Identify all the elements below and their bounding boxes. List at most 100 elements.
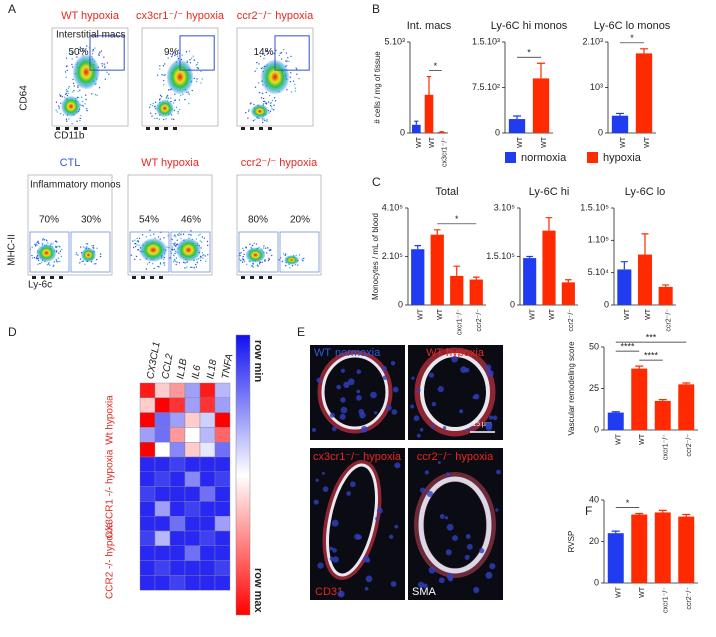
event-dot <box>207 253 209 256</box>
event-dot <box>185 51 188 53</box>
nucleus <box>373 411 378 415</box>
event-dot <box>175 106 178 109</box>
event-dot <box>174 99 176 102</box>
nucleus <box>489 563 496 570</box>
nucleus <box>321 471 325 475</box>
event-dot <box>196 63 198 66</box>
nucleus <box>388 534 394 540</box>
error-bar <box>565 279 572 283</box>
heatmap-cell <box>154 545 171 561</box>
event-dot <box>106 71 108 74</box>
event-dot <box>184 262 186 264</box>
event-dot <box>164 63 166 65</box>
bar <box>617 269 632 305</box>
event-dot <box>172 249 174 251</box>
nucleus <box>459 409 464 414</box>
event-dot <box>177 234 179 236</box>
density-core <box>155 99 174 118</box>
heatmap-cell <box>184 545 201 561</box>
vessel-wall <box>317 350 393 434</box>
event-dot <box>154 101 157 104</box>
event-dot <box>180 237 182 240</box>
event-dot <box>65 65 68 68</box>
column-label: IL18 <box>205 358 219 380</box>
event-dot <box>274 100 277 102</box>
event-dot <box>289 76 291 78</box>
nucleus <box>446 472 450 477</box>
event-dot <box>86 107 88 110</box>
row-group-label: Wt hypoxia <box>105 395 116 445</box>
event-dot <box>92 48 95 51</box>
bar <box>654 512 671 583</box>
event-dot <box>82 246 85 248</box>
event-dot <box>67 90 69 93</box>
nucleus <box>416 388 421 393</box>
axis-tick-block <box>141 276 145 279</box>
event-dot <box>265 103 268 105</box>
event-dot <box>163 264 166 266</box>
event-dot <box>278 259 280 261</box>
event-dot <box>163 118 165 121</box>
heatmap-cell <box>184 427 201 443</box>
event-dot <box>134 245 137 248</box>
event-dot <box>91 245 93 247</box>
event-dot <box>86 243 89 245</box>
event-dot <box>301 258 303 260</box>
event-dot <box>91 93 93 95</box>
event-dot <box>196 78 198 80</box>
scale-label: row min <box>252 340 264 382</box>
x-tick-label: ccr2⁻/⁻ <box>686 587 693 610</box>
error-bar <box>635 512 644 515</box>
event-dot <box>85 45 88 47</box>
event-dot <box>81 104 83 106</box>
error-bar <box>615 112 625 116</box>
nucleus <box>343 381 350 388</box>
gate <box>274 35 310 71</box>
event-dot <box>245 263 248 266</box>
event-dot <box>80 96 83 98</box>
axis-tick-block <box>41 276 45 279</box>
event-dot <box>149 234 152 237</box>
event-dot <box>59 250 62 253</box>
heatmap-cell <box>154 456 171 473</box>
event-dot <box>139 258 141 261</box>
event-dot <box>76 120 78 122</box>
event-dot <box>58 252 60 254</box>
nucleus <box>431 401 437 407</box>
event-dot <box>182 261 185 263</box>
event-dot <box>175 257 178 259</box>
event-dot <box>76 56 78 58</box>
event-dot <box>201 241 203 243</box>
nucleus <box>331 426 337 432</box>
nucleus <box>424 470 429 475</box>
heatmap-cell <box>214 397 231 413</box>
event-dot <box>55 246 57 248</box>
axis-tick-block <box>74 127 78 130</box>
event-dot <box>188 50 191 52</box>
axis-tick-block <box>132 276 136 279</box>
panel-label: B <box>372 2 380 16</box>
event-dot <box>163 84 165 86</box>
heatmap-cell <box>214 486 231 502</box>
event-dot <box>162 258 165 261</box>
event-dot <box>72 78 74 81</box>
bar <box>508 119 526 133</box>
significance: **** <box>620 341 635 351</box>
nucleus <box>452 535 458 541</box>
heatmap-cell <box>199 412 216 428</box>
event-dot <box>204 255 206 257</box>
plot-title: ccr2⁻/⁻ hypoxia <box>237 10 314 22</box>
nucleus <box>413 415 420 422</box>
event-dot <box>65 88 68 91</box>
event-dot <box>249 243 251 245</box>
gate-percent: 70% <box>39 215 59 226</box>
event-dot <box>191 266 193 269</box>
axis-tick-block <box>241 127 245 130</box>
density-core <box>60 95 82 117</box>
event-dot <box>165 97 168 99</box>
nucleus <box>359 411 366 419</box>
nucleus <box>451 355 458 363</box>
bar <box>542 230 556 305</box>
x-tick-label: cxcr1⁻/⁻ <box>663 587 670 613</box>
event-dot <box>256 264 259 266</box>
